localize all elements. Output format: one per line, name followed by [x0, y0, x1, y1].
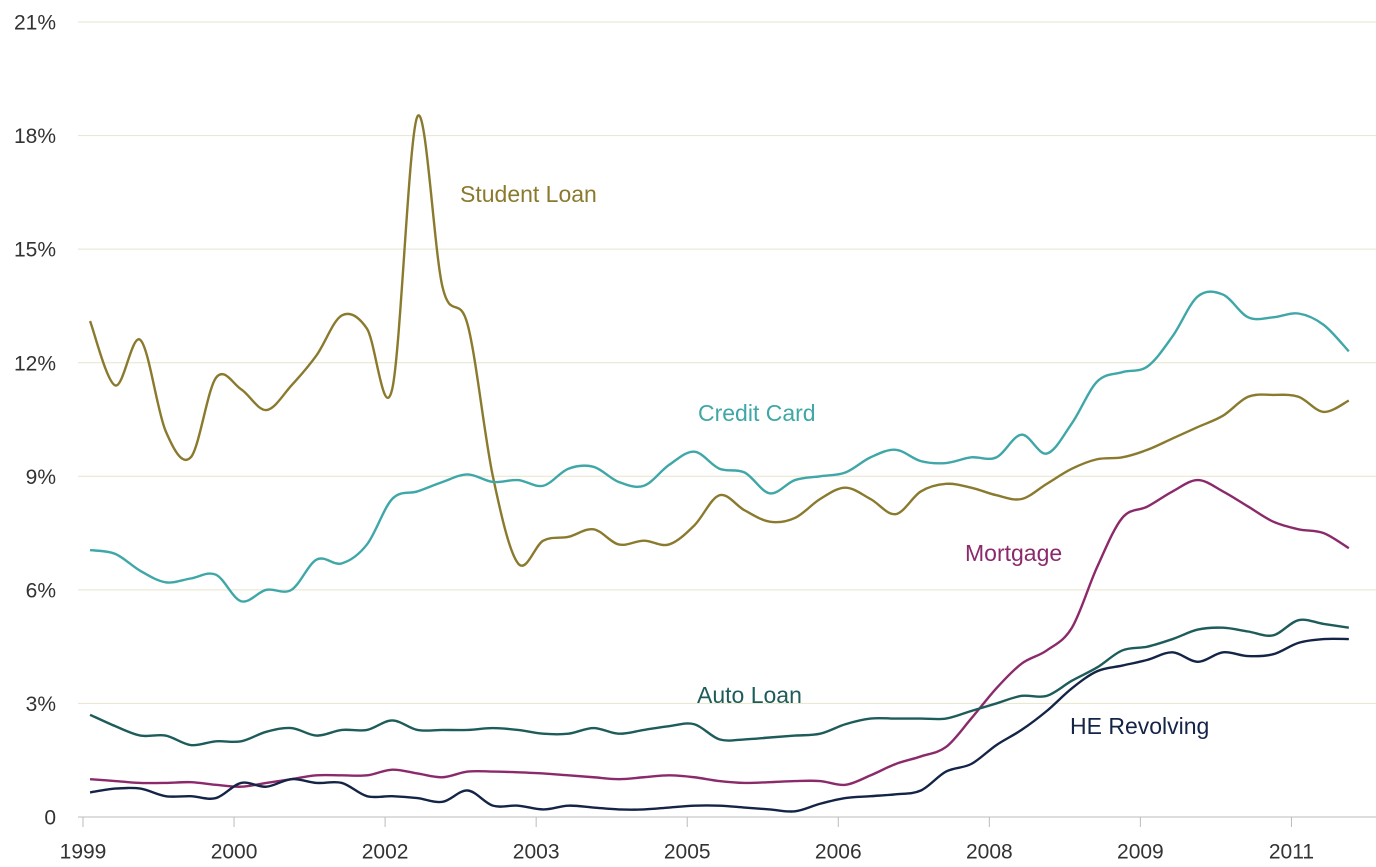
x-tick-label: 2005	[664, 841, 711, 864]
y-tick-label: 6%	[26, 579, 56, 602]
series-label: Credit Card	[698, 400, 816, 426]
series-label: Student Loan	[460, 181, 597, 207]
series-line	[89, 290, 1350, 603]
x-tick-label: 2011	[1269, 841, 1314, 864]
x-tick-label: 2002	[362, 841, 409, 864]
y-tick-label: 15%	[14, 239, 56, 262]
y-tick-label: 9%	[26, 466, 56, 489]
series-line	[89, 637, 1349, 813]
series-label: Mortgage	[965, 540, 1062, 566]
x-tick-label: 2003	[513, 841, 560, 864]
x-tick-label: 2006	[815, 841, 862, 864]
series-line	[88, 114, 1350, 567]
series-label: Auto Loan	[697, 682, 802, 708]
x-tick-label: 2000	[211, 841, 258, 864]
series-line	[89, 478, 1350, 788]
x-tick-label: 2009	[1117, 841, 1164, 864]
y-tick-label: 3%	[26, 693, 56, 716]
series-label: HE Revolving	[1070, 713, 1209, 739]
y-tick-label: 0	[44, 807, 56, 830]
y-tick-label: 21%	[14, 12, 56, 35]
x-tick-label: 1999	[60, 841, 107, 864]
x-tick-label: 2008	[966, 841, 1013, 864]
y-tick-label: 12%	[14, 352, 56, 375]
y-tick-label: 18%	[14, 125, 56, 148]
series-line	[89, 618, 1350, 747]
